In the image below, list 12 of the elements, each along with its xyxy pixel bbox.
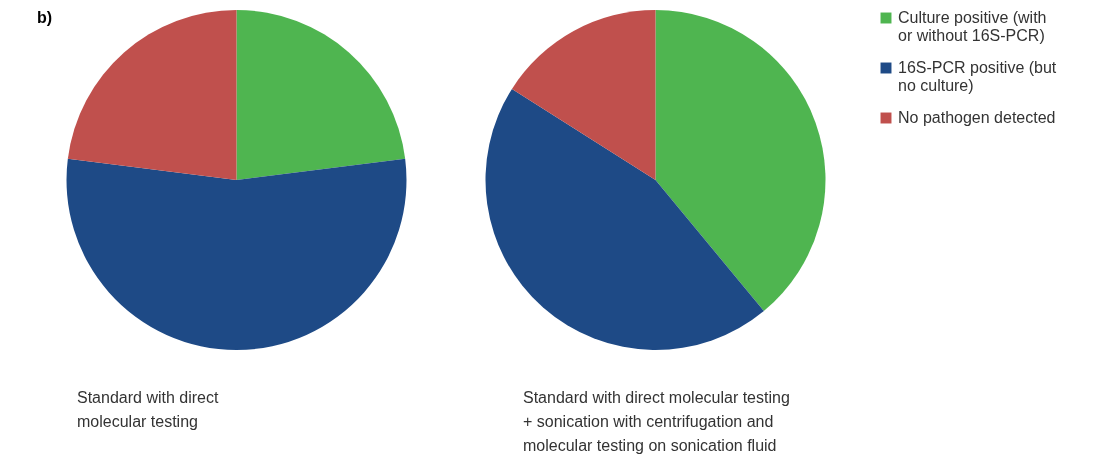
legend-label: Culture positive (with or without 16S-PCR) bbox=[898, 9, 1047, 44]
pie-slice bbox=[511, 10, 656, 180]
pie-slice bbox=[236, 10, 406, 180]
legend-label: No pathogen detected bbox=[898, 109, 1056, 126]
text: Standard with direct molecular testing + sonication with centrifugation and molecular testing on sonication fluid bbox=[523, 389, 790, 454]
text: Standard with direct molecular testing bbox=[77, 389, 219, 430]
pie-slice bbox=[485, 88, 764, 350]
pie-slice bbox=[67, 10, 237, 180]
pie-slice bbox=[655, 10, 826, 311]
text: b) bbox=[37, 9, 53, 26]
legend-label: 16S-PCR positive (but no culture) bbox=[898, 59, 1057, 94]
pie-slice bbox=[66, 158, 407, 350]
